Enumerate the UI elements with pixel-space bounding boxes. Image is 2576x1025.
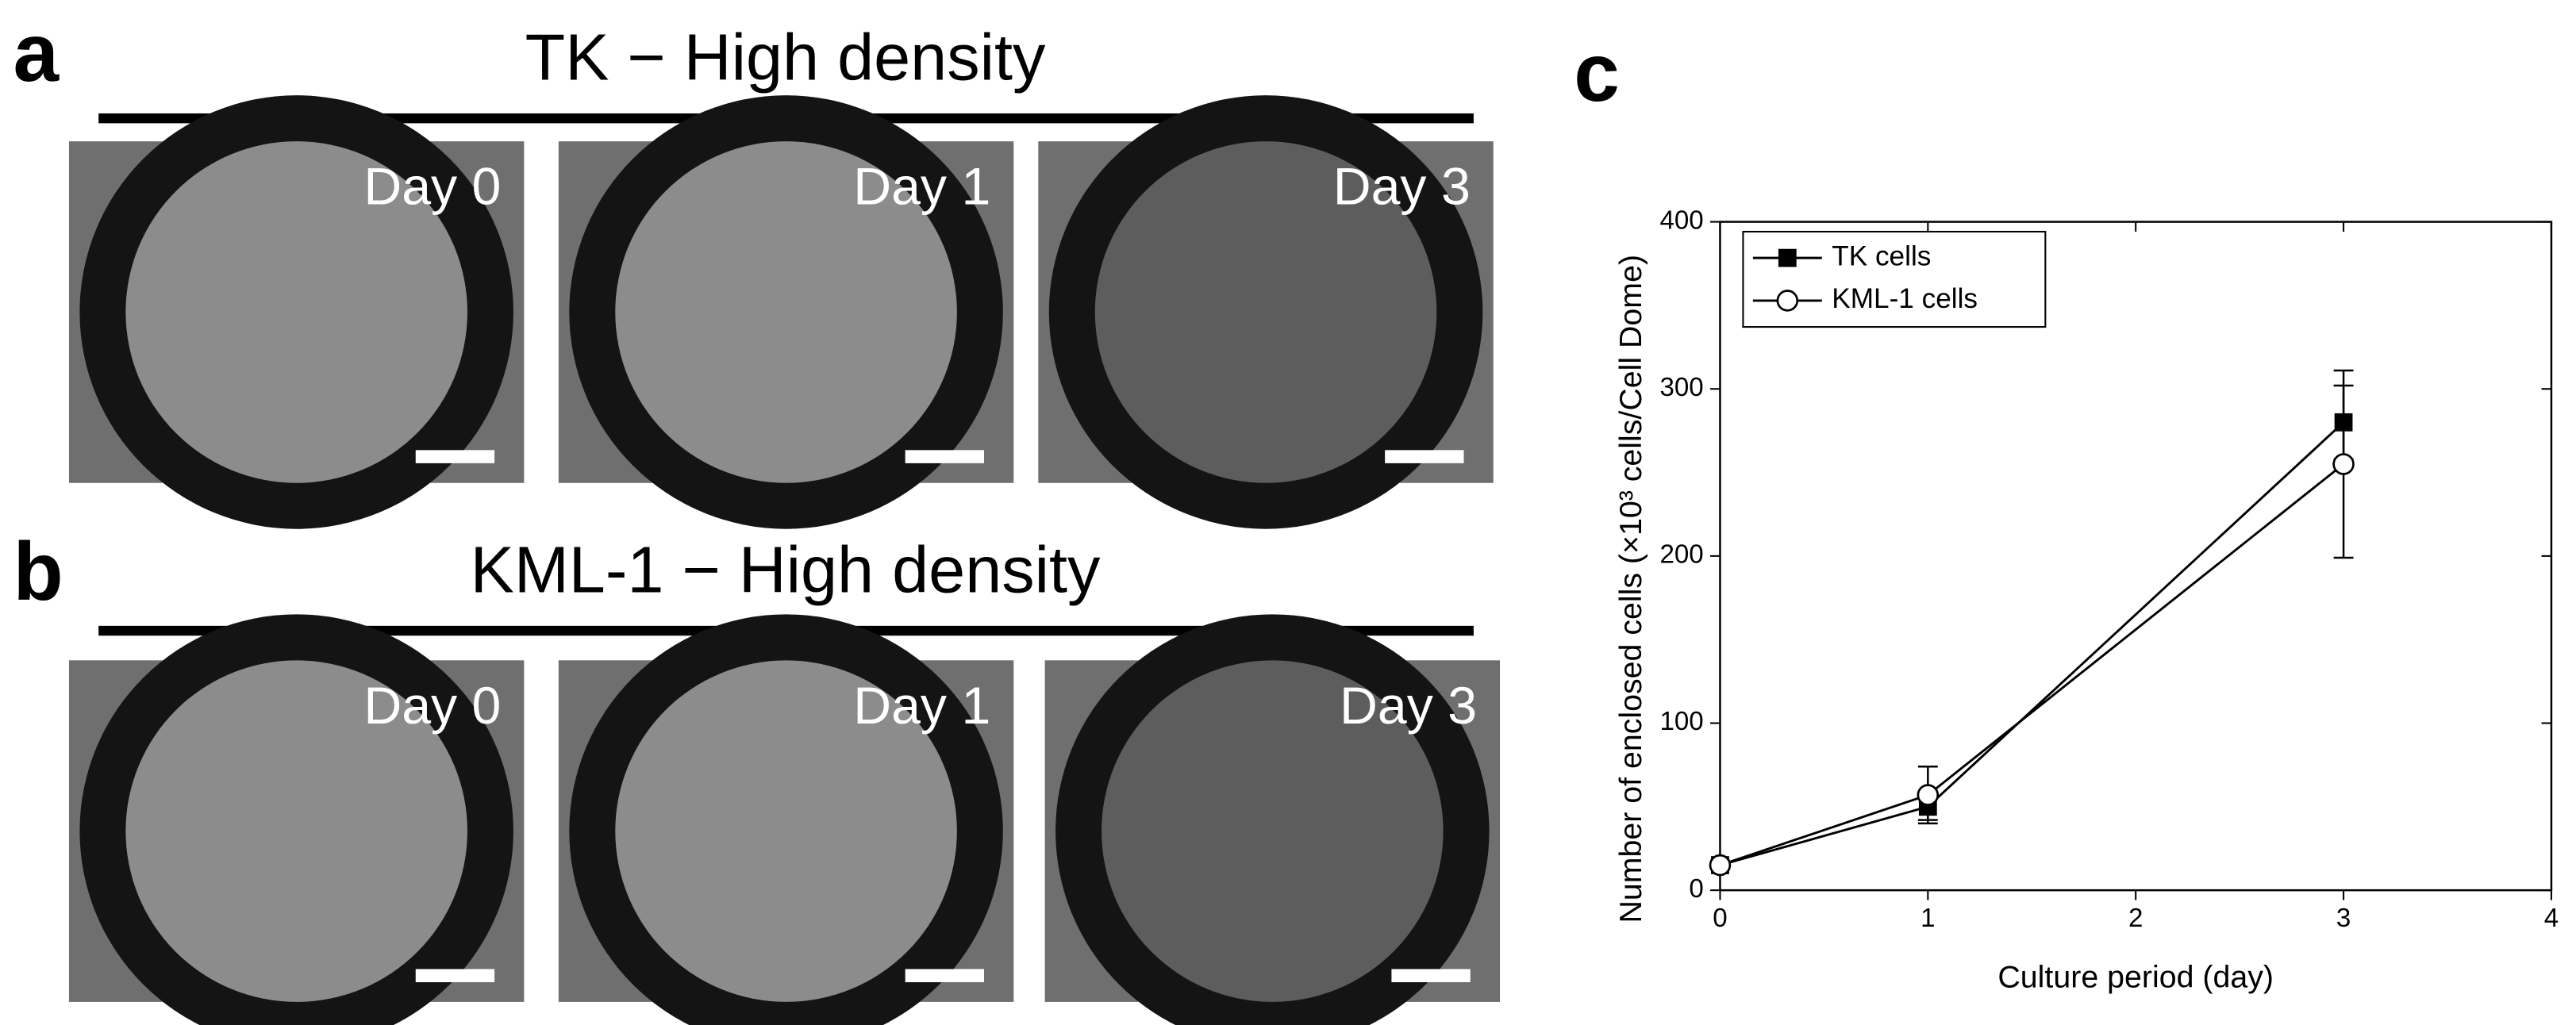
x-axis-label: Culture period (day) (1997, 959, 2274, 994)
scale-bar (1385, 450, 1464, 463)
legend-label: TK cells (1832, 240, 1931, 271)
y-tick-label: 400 (1659, 205, 1703, 235)
day-label: Day 3 (1333, 158, 1471, 217)
panel-title: TK − High density (525, 21, 1046, 94)
dome-interior (615, 141, 957, 483)
scale-bar (905, 450, 985, 463)
legend-marker (1778, 248, 1797, 267)
day-label: Day 1 (853, 158, 990, 217)
dome-interior (125, 660, 467, 1002)
x-tick-label: 4 (2544, 904, 2559, 933)
legend-marker (1776, 290, 1799, 312)
series-line (1719, 463, 2344, 866)
legend-marker (1776, 290, 1799, 312)
legend-box (1742, 230, 2047, 328)
legend-marker (1778, 248, 1797, 267)
data-point (2334, 413, 2353, 432)
y-tick-label: 0 (1689, 874, 1703, 904)
dome-interior (1094, 141, 1437, 483)
dome-interior (615, 660, 957, 1002)
data-point (2332, 453, 2355, 475)
series-line (1720, 421, 2345, 866)
legend-label: KML-1 cells (1832, 283, 1978, 314)
x-tick-label: 0 (1713, 904, 1727, 933)
y-tick-label: 300 (1659, 373, 1703, 402)
dome-interior (125, 141, 467, 483)
dome-interior (1102, 660, 1444, 1002)
scale-bar (415, 969, 495, 983)
day-label: Day 0 (363, 158, 501, 217)
y-tick-label: 200 (1659, 540, 1703, 570)
panel-label: a (13, 6, 60, 98)
panel-label: b (13, 525, 63, 617)
scale-bar (415, 450, 495, 463)
day-label: Day 1 (853, 677, 990, 735)
scale-bar (905, 969, 985, 983)
data-point (1917, 784, 1940, 806)
x-tick-label: 1 (1920, 904, 1935, 933)
x-tick-label: 2 (2128, 904, 2143, 933)
panel-label: c (1574, 26, 1620, 118)
scale-bar (1391, 969, 1471, 983)
y-axis-label: Number of enclosed cells (×10³ cells/Cel… (1613, 255, 1648, 923)
x-tick-label: 3 (2336, 904, 2351, 933)
day-label: Day 0 (363, 677, 501, 735)
panel-title: KML-1 − High density (471, 533, 1101, 607)
day-label: Day 3 (1340, 677, 1477, 735)
y-tick-label: 100 (1659, 707, 1703, 736)
data-point (1709, 854, 1732, 877)
